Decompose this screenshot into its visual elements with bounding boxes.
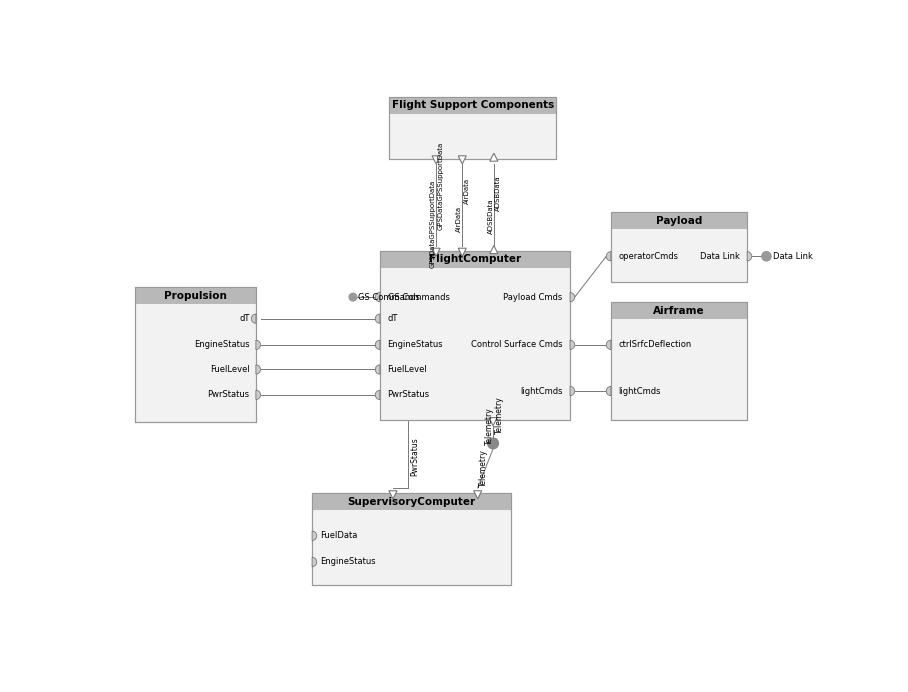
Text: lightCmds: lightCmds xyxy=(520,387,562,396)
PathPatch shape xyxy=(570,340,575,349)
PathPatch shape xyxy=(375,340,380,349)
Text: AirData: AirData xyxy=(456,206,462,232)
Text: operatorCmds: operatorCmds xyxy=(618,252,678,261)
Circle shape xyxy=(488,438,498,449)
PathPatch shape xyxy=(252,314,256,323)
Text: Airframe: Airframe xyxy=(653,306,705,316)
Text: Telemetry: Telemetry xyxy=(479,450,489,487)
Bar xyxy=(611,302,747,419)
PathPatch shape xyxy=(375,314,380,323)
Text: FlightComputer: FlightComputer xyxy=(429,255,521,264)
Polygon shape xyxy=(459,248,467,256)
Text: EngineStatus: EngineStatus xyxy=(320,558,375,567)
Polygon shape xyxy=(432,156,440,164)
Bar xyxy=(390,97,557,158)
Bar xyxy=(135,287,256,304)
Circle shape xyxy=(349,293,357,301)
Text: ADSBData: ADSBData xyxy=(488,199,494,234)
Text: ADSBData: ADSBData xyxy=(496,175,501,211)
Text: lightCmds: lightCmds xyxy=(618,387,661,396)
Text: Telemetry: Telemetry xyxy=(486,407,494,445)
Polygon shape xyxy=(459,156,467,164)
Text: PwrStatus: PwrStatus xyxy=(388,390,429,399)
Polygon shape xyxy=(489,417,497,426)
Text: AirData: AirData xyxy=(464,178,469,204)
Bar xyxy=(611,212,747,282)
Polygon shape xyxy=(432,248,440,256)
Text: Control Surface Cmds: Control Surface Cmds xyxy=(470,340,562,349)
Bar xyxy=(312,493,511,585)
Bar xyxy=(611,302,747,320)
Circle shape xyxy=(762,252,771,261)
Text: dT: dT xyxy=(388,314,398,323)
Text: SupervisoryComputer: SupervisoryComputer xyxy=(348,497,476,507)
Bar xyxy=(380,251,570,420)
Text: Telemetry: Telemetry xyxy=(495,397,504,434)
PathPatch shape xyxy=(256,390,261,399)
Bar xyxy=(390,97,557,114)
Text: ctrlSrfcDeflection: ctrlSrfcDeflection xyxy=(618,340,692,349)
Polygon shape xyxy=(489,153,498,161)
Bar xyxy=(611,212,747,282)
Text: EngineStatus: EngineStatus xyxy=(388,340,443,349)
PathPatch shape xyxy=(570,386,575,396)
PathPatch shape xyxy=(607,340,611,349)
Bar xyxy=(135,287,256,422)
Text: GPSDataGPSSupportData: GPSDataGPSSupportData xyxy=(438,141,444,230)
Bar xyxy=(611,302,747,419)
PathPatch shape xyxy=(312,557,317,567)
PathPatch shape xyxy=(747,252,752,261)
Polygon shape xyxy=(474,491,482,499)
Polygon shape xyxy=(489,246,498,253)
Text: FuelData: FuelData xyxy=(320,531,357,540)
Text: Propulsion: Propulsion xyxy=(164,291,227,300)
PathPatch shape xyxy=(607,386,611,396)
PathPatch shape xyxy=(607,252,611,261)
Text: Payload Cmds: Payload Cmds xyxy=(503,293,562,302)
Text: dT: dT xyxy=(240,314,250,323)
Text: GPSDataGPSSupportData: GPSDataGPSSupportData xyxy=(429,180,436,268)
Bar xyxy=(380,251,570,268)
PathPatch shape xyxy=(256,340,261,349)
Bar xyxy=(312,493,511,585)
Polygon shape xyxy=(389,491,397,499)
PathPatch shape xyxy=(375,365,380,374)
PathPatch shape xyxy=(375,293,380,302)
Bar xyxy=(380,251,570,420)
PathPatch shape xyxy=(312,531,317,540)
Text: Data Link: Data Link xyxy=(699,252,739,261)
Text: Flight Support Components: Flight Support Components xyxy=(391,100,554,110)
Bar xyxy=(390,97,557,158)
Bar xyxy=(611,212,747,229)
Bar xyxy=(135,287,256,422)
Text: GS Commands: GS Commands xyxy=(358,293,419,302)
Text: FuelLevel: FuelLevel xyxy=(388,365,428,374)
Text: EngineStatus: EngineStatus xyxy=(194,340,250,349)
PathPatch shape xyxy=(570,293,575,302)
Text: Payload: Payload xyxy=(656,216,702,226)
PathPatch shape xyxy=(375,390,380,399)
Bar xyxy=(312,493,511,511)
Text: PwrStatus: PwrStatus xyxy=(208,390,250,399)
Text: PwrStatus: PwrStatus xyxy=(410,437,419,476)
PathPatch shape xyxy=(256,365,261,374)
Text: Data Link: Data Link xyxy=(773,252,813,261)
Text: FuelLevel: FuelLevel xyxy=(210,365,250,374)
Text: GS Commands: GS Commands xyxy=(388,293,449,302)
